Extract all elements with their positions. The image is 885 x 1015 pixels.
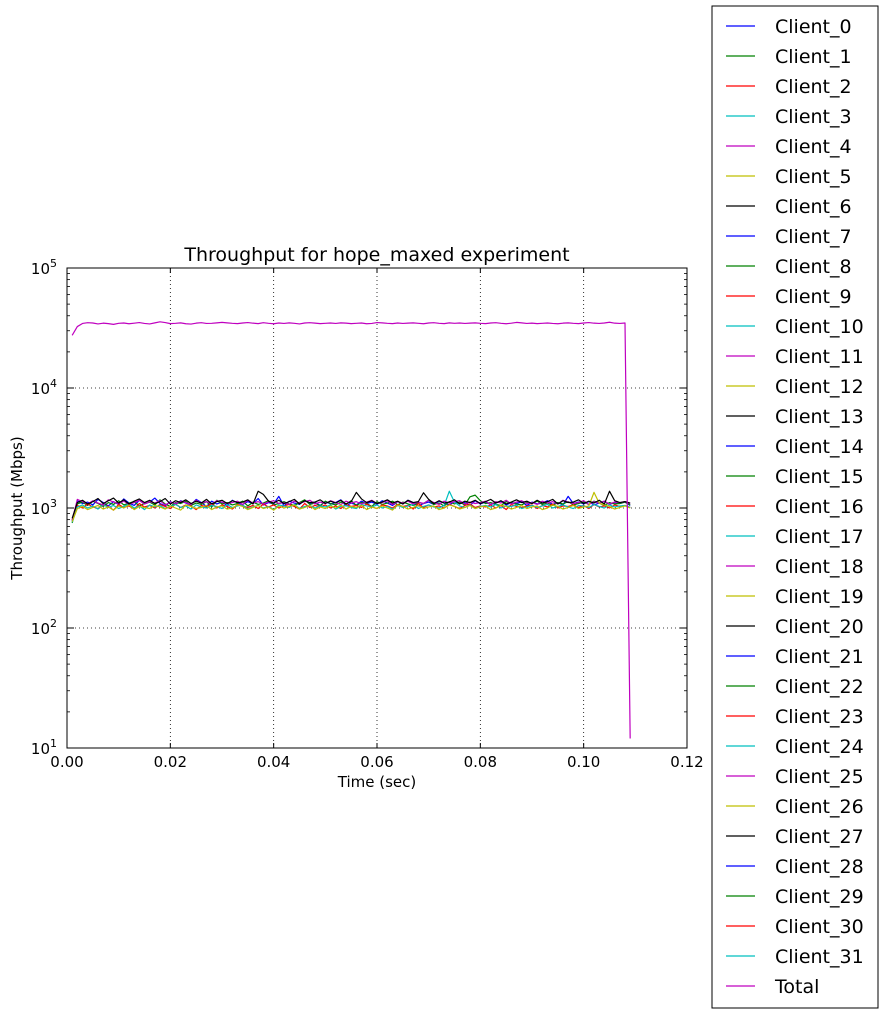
legend-label: Client_9	[775, 286, 852, 308]
legend-label: Client_6	[775, 196, 852, 218]
legend: Client_0 Client_1 Client_2 Client_3 Client_4…	[711, 5, 879, 1009]
legend-label: Client_5	[775, 166, 852, 188]
x-tick-label: 0.10	[567, 753, 600, 771]
legend-label: Client_20	[775, 616, 864, 638]
legend-label: Client_13	[775, 406, 864, 428]
axis-ticks: 0.00 0.02 0.04 0.06 0.08 0.10 0.12 101 102 103 104…	[31, 257, 704, 771]
x-tick-label: 0.08	[464, 753, 497, 771]
legend-label: Client_21	[775, 646, 864, 668]
legend-label: Client_27	[775, 826, 864, 848]
legend-box	[711, 5, 879, 1009]
legend-label: Client_17	[775, 526, 864, 548]
chart-title: Throughput for hope_maxed experiment	[183, 244, 569, 266]
y-tick-label: 101	[31, 737, 57, 758]
legend-label: Client_22	[775, 676, 864, 698]
y-tick-label: 104	[31, 377, 57, 398]
legend-label: Total	[774, 976, 819, 998]
y-tick-label: 105	[31, 257, 57, 278]
legend-label: Client_28	[775, 856, 864, 878]
legend-label: Client_30	[775, 916, 864, 938]
legend-label: Client_0	[775, 16, 852, 38]
legend-label: Client_18	[775, 556, 864, 578]
legend-label: Client_31	[775, 946, 864, 968]
x-tick-label: 0.12	[670, 753, 703, 771]
x-tick-label: 0.02	[154, 753, 187, 771]
legend-label: Client_19	[775, 586, 864, 608]
legend-label: Client_24	[775, 736, 864, 758]
legend-label: Client_7	[775, 226, 852, 248]
legend-label: Client_14	[775, 436, 864, 458]
legend-label: Client_15	[775, 466, 864, 488]
legend-label: Client_11	[775, 346, 864, 368]
y-tick-label: 102	[31, 617, 57, 638]
y-tick-label: 103	[31, 497, 57, 518]
legend-label: Client_23	[775, 706, 864, 728]
legend-label: Client_29	[775, 886, 864, 908]
x-tick-label: 0.06	[360, 753, 393, 771]
x-axis-label: Time (sec)	[337, 773, 416, 791]
legend-label: Client_26	[775, 796, 864, 818]
legend-label: Client_16	[775, 496, 864, 518]
legend-label: Client_4	[775, 136, 852, 158]
x-tick-label: 0.04	[257, 753, 290, 771]
legend-label: Client_8	[775, 256, 852, 278]
y-axis-label: Throughput (Mbps)	[8, 436, 26, 580]
legend-label: Client_1	[775, 46, 852, 68]
x-tick-label: 0.00	[50, 753, 83, 771]
series-line-client-5	[71, 491, 631, 522]
series-line-client-6	[71, 490, 631, 519]
series-line-total	[71, 321, 631, 739]
series-lines	[71, 321, 631, 739]
series-line-client-4	[71, 498, 631, 521]
legend-label: Client_25	[775, 766, 864, 788]
legend-label: Client_2	[775, 76, 852, 98]
legend-label: Client_3	[775, 106, 852, 128]
legend-label: Client_10	[775, 316, 864, 338]
legend-label: Client_12	[775, 376, 864, 398]
